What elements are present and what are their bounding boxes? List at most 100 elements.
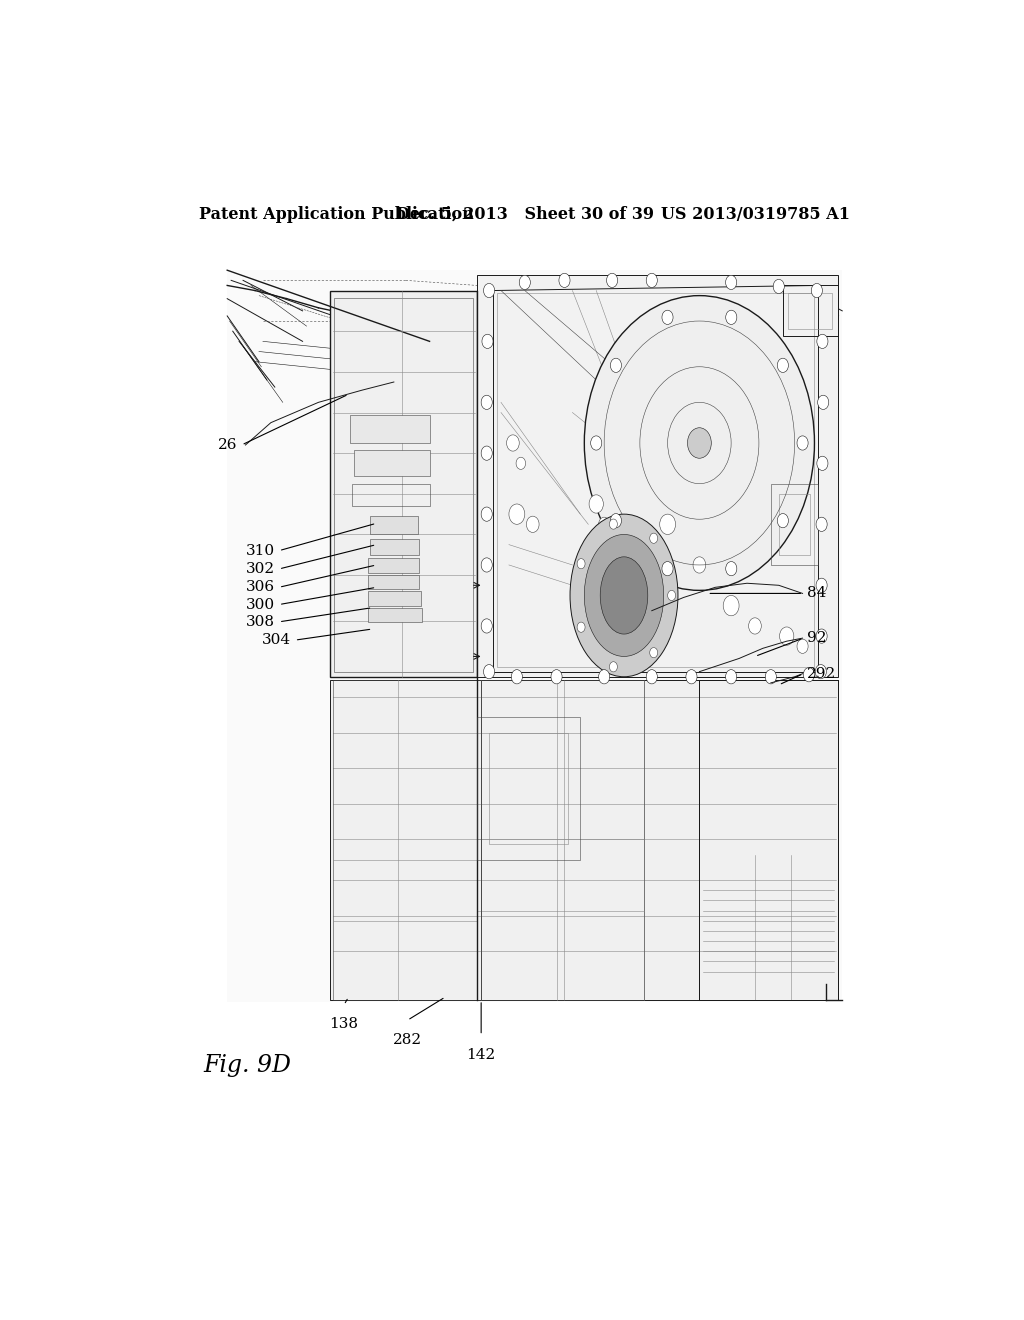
Circle shape <box>817 457 828 470</box>
Circle shape <box>507 434 519 451</box>
Bar <box>352 483 430 506</box>
Bar <box>369 607 423 622</box>
Circle shape <box>811 284 822 297</box>
Text: Patent Application Publication: Patent Application Publication <box>200 206 474 223</box>
Circle shape <box>609 661 617 672</box>
Text: 282: 282 <box>393 1032 422 1047</box>
Text: 308: 308 <box>246 615 274 628</box>
Text: 26: 26 <box>218 438 238 451</box>
Bar <box>788 293 831 329</box>
Circle shape <box>509 504 525 524</box>
Circle shape <box>816 517 827 532</box>
Circle shape <box>519 276 530 289</box>
Bar <box>771 483 818 565</box>
Bar <box>333 680 477 1001</box>
Circle shape <box>551 669 562 684</box>
Circle shape <box>481 507 493 521</box>
Bar <box>227 271 842 1002</box>
Circle shape <box>817 334 828 348</box>
Text: 310: 310 <box>246 544 274 558</box>
Circle shape <box>516 457 525 470</box>
Text: 302: 302 <box>246 562 274 576</box>
Circle shape <box>646 669 657 684</box>
Ellipse shape <box>585 535 664 656</box>
Circle shape <box>659 515 676 535</box>
Circle shape <box>578 558 585 569</box>
Circle shape <box>526 516 539 532</box>
Circle shape <box>483 284 495 297</box>
Circle shape <box>804 668 814 682</box>
Circle shape <box>481 395 493 409</box>
Circle shape <box>599 517 609 532</box>
Circle shape <box>662 561 673 576</box>
Bar <box>369 591 421 606</box>
Circle shape <box>610 358 622 372</box>
Circle shape <box>777 513 788 528</box>
Circle shape <box>726 310 737 325</box>
Circle shape <box>649 533 657 544</box>
Text: Dec. 5, 2013   Sheet 30 of 39: Dec. 5, 2013 Sheet 30 of 39 <box>396 206 653 223</box>
Text: 306: 306 <box>246 581 274 594</box>
Circle shape <box>797 639 808 653</box>
Bar <box>331 680 839 1001</box>
Bar <box>497 293 814 667</box>
Circle shape <box>646 273 657 288</box>
Circle shape <box>649 648 657 657</box>
Ellipse shape <box>600 557 648 634</box>
Circle shape <box>578 622 585 632</box>
Bar <box>331 290 477 677</box>
Circle shape <box>816 578 827 593</box>
Bar <box>350 414 430 444</box>
Text: 300: 300 <box>246 598 274 611</box>
Bar <box>369 558 419 573</box>
Circle shape <box>609 519 617 529</box>
Circle shape <box>726 561 737 576</box>
Text: 142: 142 <box>467 1048 496 1061</box>
Bar <box>477 276 839 677</box>
Bar <box>782 285 839 337</box>
Circle shape <box>765 669 776 684</box>
Bar <box>369 576 419 589</box>
Circle shape <box>585 296 814 590</box>
Circle shape <box>777 358 788 372</box>
Bar <box>778 494 811 554</box>
Circle shape <box>481 558 493 572</box>
Circle shape <box>662 310 673 325</box>
Circle shape <box>816 630 827 643</box>
Text: 92: 92 <box>807 631 826 645</box>
Circle shape <box>723 595 739 615</box>
Circle shape <box>726 276 736 289</box>
Text: 138: 138 <box>330 1018 358 1031</box>
Circle shape <box>511 669 522 684</box>
Circle shape <box>559 273 570 288</box>
Bar <box>370 516 418 535</box>
Circle shape <box>797 436 808 450</box>
Text: US 2013/0319785 A1: US 2013/0319785 A1 <box>662 206 850 223</box>
Bar <box>370 539 419 554</box>
Text: 84: 84 <box>807 586 826 601</box>
Circle shape <box>591 436 602 450</box>
Bar <box>699 680 839 1001</box>
Circle shape <box>686 669 697 684</box>
Circle shape <box>589 495 603 513</box>
Bar <box>334 297 473 672</box>
Circle shape <box>482 334 494 348</box>
Circle shape <box>481 446 493 461</box>
Circle shape <box>749 618 761 634</box>
Circle shape <box>668 590 676 601</box>
Circle shape <box>779 627 794 645</box>
Circle shape <box>693 557 706 573</box>
Text: 304: 304 <box>261 634 291 647</box>
Circle shape <box>606 273 617 288</box>
Circle shape <box>815 664 826 678</box>
Text: 292: 292 <box>807 667 837 681</box>
Text: Fig. 9D: Fig. 9D <box>204 1053 292 1077</box>
Circle shape <box>687 428 712 458</box>
Bar <box>477 680 644 1001</box>
Circle shape <box>773 280 784 293</box>
Bar <box>354 450 430 475</box>
Circle shape <box>481 619 493 634</box>
Circle shape <box>483 664 495 678</box>
Bar <box>477 718 581 859</box>
Ellipse shape <box>570 515 678 677</box>
